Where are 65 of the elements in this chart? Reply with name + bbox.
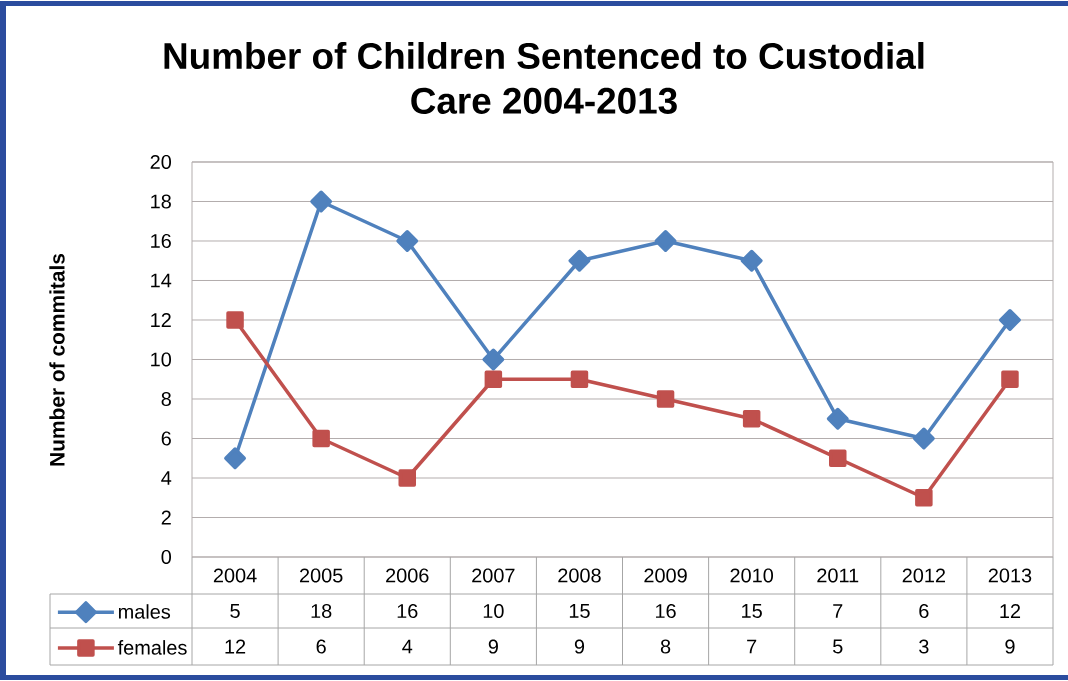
x-tick-label: 2005	[299, 568, 343, 583]
data-label: 15	[742, 604, 762, 618]
x-tick-label: 2011	[817, 568, 859, 583]
point	[829, 449, 847, 467]
y-tick-label: 16	[151, 233, 171, 249]
point	[742, 410, 761, 428]
point	[310, 190, 333, 213]
point	[224, 447, 246, 470]
y-tick-label: 20	[150, 154, 172, 170]
point	[398, 469, 416, 487]
data-label: 15	[569, 604, 590, 618]
point	[484, 370, 503, 388]
y-tick-label: 18	[151, 194, 171, 209]
x-tick-label: 2010	[730, 568, 774, 583]
x-tick-label: 2013	[988, 568, 1032, 583]
data-label: 5	[230, 604, 240, 618]
x-tick-label: 2004	[213, 568, 257, 583]
chart-title: Number of Children Sentenced to Custodial Care 2004-2013	[164, 42, 924, 114]
data-label: 12	[1000, 604, 1021, 618]
point	[570, 370, 589, 388]
data-label: 9	[574, 639, 585, 654]
x-tick-label: 2007	[472, 568, 515, 583]
legend-label: females	[117, 640, 187, 655]
x-tick-label: 2009	[644, 568, 687, 583]
data-label: 7	[747, 639, 757, 654]
data-label: 6	[919, 603, 929, 619]
data-label: 3	[919, 639, 929, 654]
point	[312, 429, 330, 448]
y-tick-label: 6	[161, 431, 171, 446]
data-label: 4	[402, 639, 413, 654]
point	[482, 348, 505, 371]
point	[912, 427, 935, 450]
data-label: 16	[397, 603, 418, 619]
point	[740, 249, 763, 272]
data-label: 16	[655, 603, 676, 619]
point	[656, 390, 675, 408]
data-label: 18	[311, 603, 332, 619]
point	[1001, 370, 1019, 388]
point	[999, 309, 1021, 331]
data-label: 12	[225, 639, 246, 654]
point	[654, 230, 677, 252]
y-tick-label: 12	[151, 313, 171, 327]
data-label: 9	[488, 639, 498, 654]
x-tick-label: 2012	[902, 568, 946, 583]
y-axis-title: Number of commitals	[49, 253, 65, 466]
y-tick-label: 14	[151, 273, 172, 288]
data-label: 5	[833, 639, 843, 654]
legend-label: males	[118, 604, 171, 619]
point	[568, 249, 591, 272]
y-tick-label: 2	[161, 510, 171, 525]
point	[396, 230, 419, 252]
y-tick-label: 0	[161, 549, 172, 565]
y-tick-label: 4	[161, 471, 172, 485]
x-tick-label: 2008	[558, 568, 601, 583]
data-label: 9	[1005, 639, 1015, 654]
data-label: 6	[316, 639, 326, 654]
y-tick-label: 8	[161, 391, 171, 407]
data-label: 8	[660, 639, 671, 654]
data-label: 10	[483, 603, 504, 619]
data-label: 7	[833, 604, 843, 618]
y-tick-label: 10	[151, 352, 172, 367]
point	[826, 407, 849, 430]
point	[915, 489, 933, 507]
x-tick-label: 2006	[386, 568, 429, 583]
point	[226, 311, 244, 329]
